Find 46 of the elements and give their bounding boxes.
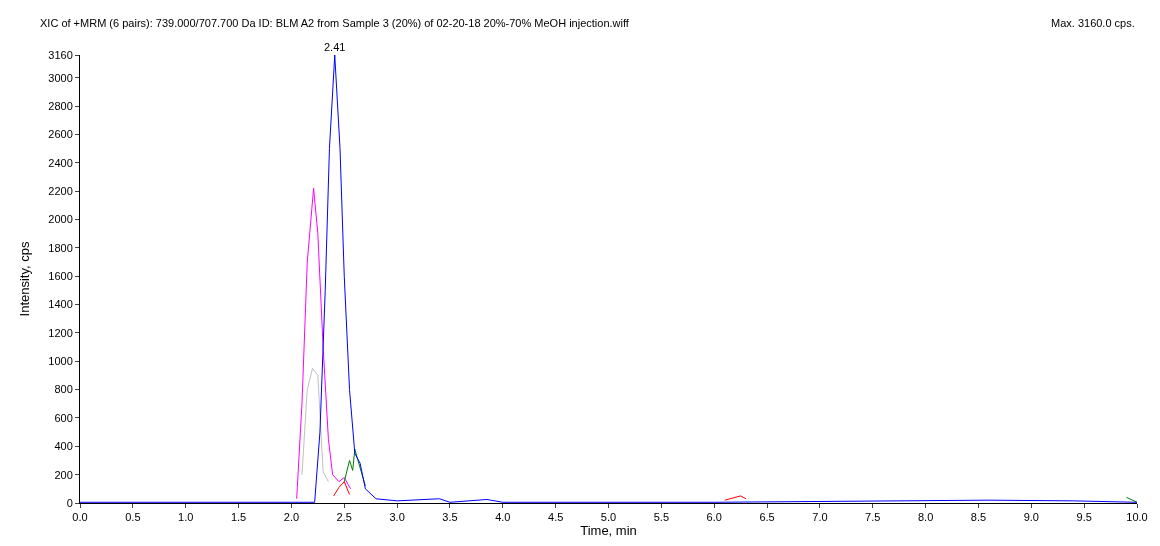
y-tick-label: 1200: [48, 326, 73, 339]
annotation: 2.41: [324, 41, 346, 53]
x-tick-label: 8.0: [917, 511, 934, 524]
x-tick-label: 5.5: [653, 511, 669, 524]
y-tick-label: 2200: [48, 184, 73, 197]
y-tick-label: 2000: [48, 213, 73, 226]
y-tick-label: 2800: [48, 99, 73, 112]
y-tick-label: 1000: [48, 355, 73, 368]
x-tick-label: 9.0: [1023, 511, 1039, 524]
x-tick-label: 3.0: [389, 511, 405, 524]
x-tick-label: 0.0: [72, 511, 88, 524]
x-tick-label: 6.0: [706, 511, 722, 524]
x-tick-label: 4.0: [495, 511, 511, 524]
y-tick-label: 200: [54, 468, 73, 481]
x-tick-label: 8.5: [970, 511, 987, 524]
line-series: [296, 187, 352, 500]
y-tick-label: 0: [66, 496, 73, 509]
chart-title: XIC of +MRM (6 pairs): 739.000/707.700 Da ID: BLM A2 from Sample 3 (20%) of 02-20-18 20%-70% MeOH injection.wiff: [40, 17, 630, 29]
x-tick-label: 7.5: [865, 511, 881, 524]
x-tick-label: 2.5: [336, 511, 352, 524]
y-tick-label: 1800: [48, 241, 73, 254]
y-tick-label: 400: [54, 440, 73, 453]
x-tick-label: 10.0: [1126, 511, 1148, 524]
x-tick-label: 5.0: [600, 511, 617, 524]
y-tick-label: 1400: [48, 298, 73, 311]
x-tick-label: 9.5: [1076, 511, 1092, 524]
x-tick-label: 0.5: [125, 511, 141, 524]
x-tick-label: 1.5: [230, 511, 247, 524]
line-series: [301, 367, 329, 483]
y-tick-label: 600: [54, 411, 73, 424]
x-tick-label: 6.5: [759, 511, 775, 524]
y-tick-label: 1600: [48, 270, 73, 283]
y-tick-label: 3160: [48, 48, 73, 61]
y-tick-label: 800: [54, 383, 73, 396]
y-tick-label: 3000: [48, 71, 73, 84]
x-tick-label: 2.0: [283, 511, 300, 524]
x-tick-label: 7.0: [812, 511, 828, 524]
x-tick-label: 3.5: [442, 511, 458, 524]
x-axis-title: Time, min: [580, 523, 637, 539]
x-tick-label: 1.0: [178, 511, 194, 524]
line-series: [80, 55, 1137, 503]
y-tick-label: 2600: [48, 128, 73, 141]
x-tick-label: 4.5: [548, 511, 564, 524]
chart-subtitle: Max. 3160.0 cps.: [1051, 17, 1135, 29]
y-tick-label: 2400: [48, 156, 73, 169]
y-axis-title: Intensity, cps: [17, 241, 33, 317]
